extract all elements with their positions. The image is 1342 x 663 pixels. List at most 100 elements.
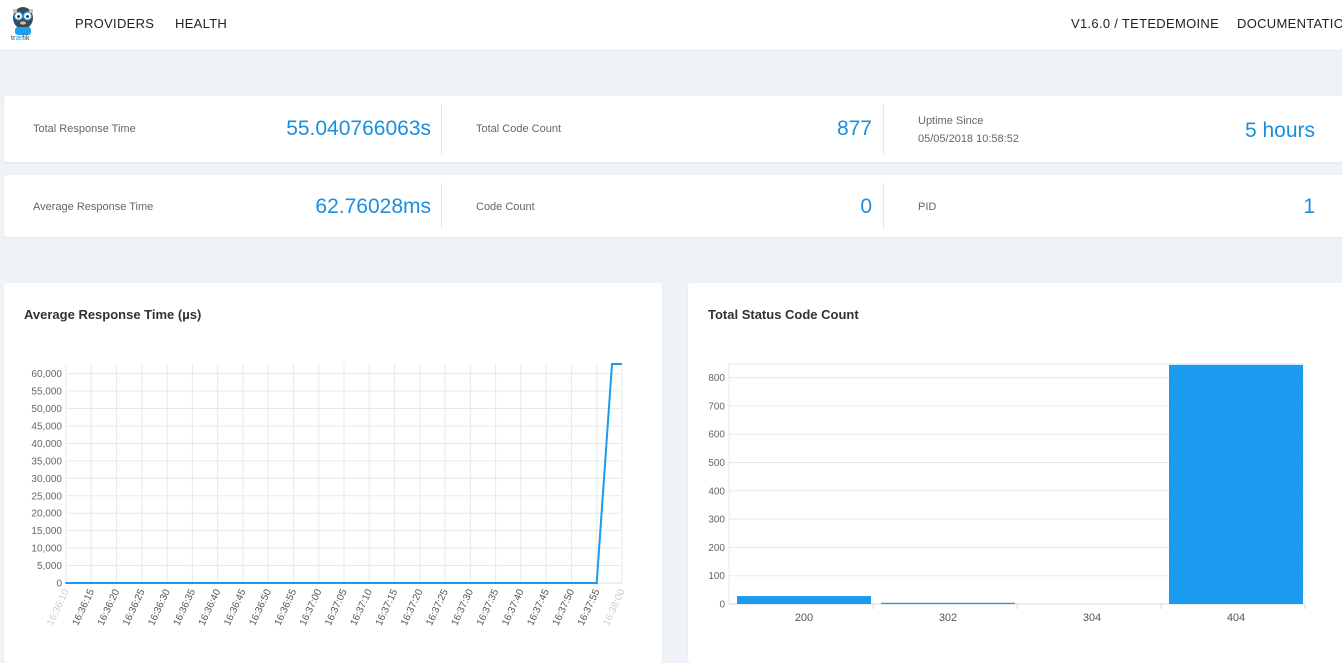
- data-point: [393, 582, 396, 584]
- x-tick-label: 16:36:45: [222, 587, 249, 627]
- y-tick-label: 200: [708, 543, 725, 554]
- y-tick-label: 55,000: [31, 387, 62, 398]
- data-point: [191, 582, 194, 584]
- y-tick-label: 40,000: [31, 439, 62, 450]
- uptime-value: 5 hours: [1244, 119, 1315, 142]
- traefik-logo[interactable]: [9, 4, 37, 46]
- y-tick-label: 35,000: [31, 456, 62, 467]
- uptime-since-date: 05/05/2018 10:58:52: [918, 133, 1019, 145]
- data-point: [520, 582, 522, 584]
- y-tick-label: 800: [708, 373, 725, 384]
- x-tick-label: 16:37:45: [525, 587, 552, 627]
- stat-divider: [441, 183, 442, 229]
- data-point: [292, 582, 295, 584]
- data-point: [545, 582, 548, 584]
- y-tick-label: 100: [708, 571, 725, 582]
- average-response-time-label: Average Response Time: [33, 201, 154, 213]
- status-code-count-panel: Total Status Code Count 0 100 200 300 400 500…: [688, 283, 1342, 663]
- y-tick-label: 400: [708, 486, 725, 497]
- x-tick-label: 304: [1083, 612, 1101, 624]
- x-tick-label: 302: [939, 612, 957, 624]
- x-tick-label: 16:37:10: [349, 587, 376, 627]
- uptime-label: Uptime Since: [918, 115, 984, 127]
- data-point: [570, 582, 573, 584]
- stats-card-row-2: Average Response Time 62.76028ms Code Co…: [4, 175, 1342, 237]
- x-tick-label: 16:36:30: [146, 587, 173, 627]
- data-point: [611, 363, 613, 365]
- nav-documentation[interactable]: DOCUMENTATION: [1237, 16, 1342, 31]
- code-count-value: 0: [860, 195, 872, 218]
- y-tick-label: 5,000: [37, 561, 62, 572]
- y-tick-label: 0: [719, 600, 725, 611]
- x-tick-label: 16:37:40: [500, 587, 527, 627]
- avg-response-series-line: [66, 363, 622, 584]
- bar-404: [1169, 364, 1303, 604]
- y-tick-label: 600: [708, 430, 725, 441]
- y-tick-label: 700: [708, 401, 725, 412]
- top-navbar: træfik PROVIDERS HEALTH V1.6.0 / TETEDEM…: [0, 0, 1342, 51]
- y-tick-label: 300: [708, 515, 725, 526]
- stat-divider: [883, 104, 884, 154]
- bar-302: [881, 602, 1015, 604]
- x-tick-label: 16:37:05: [323, 587, 350, 627]
- data-point: [469, 582, 472, 584]
- data-point: [65, 582, 67, 584]
- avg-response-time-chart: 0 5,000 10,000 15,000 20,000 25,000 30,000 35,0…: [31, 363, 628, 628]
- nav-health[interactable]: HEALTH: [175, 16, 228, 31]
- x-tick-label: 16:37:25: [424, 587, 451, 627]
- data-point: [242, 582, 244, 584]
- average-response-time-value: 62.76028ms: [315, 195, 431, 218]
- x-tick-label: 16:36:15: [71, 587, 98, 627]
- data-point: [444, 582, 446, 584]
- total-response-time-value: 55.040766063s: [286, 117, 431, 140]
- x-tick-label: 16:37:35: [475, 587, 502, 627]
- stat-divider: [883, 183, 884, 229]
- x-tick-label: 16:36:55: [273, 587, 300, 627]
- y-tick-label: 500: [708, 458, 725, 469]
- total-code-count-label: Total Code Count: [476, 123, 561, 135]
- stats-card-row-1: Total Response Time 55.040766063s Total …: [4, 96, 1342, 162]
- data-point: [343, 582, 345, 584]
- x-tick-label: 16:36:40: [197, 587, 224, 627]
- bar-200: [737, 596, 871, 604]
- x-tick-label: 16:37:20: [399, 587, 426, 627]
- x-tick-label: 404: [1227, 612, 1245, 624]
- data-point: [595, 582, 598, 584]
- total-response-time-label: Total Response Time: [33, 123, 136, 135]
- x-tick-label: 200: [795, 612, 813, 624]
- y-tick-label: 30,000: [31, 474, 62, 485]
- logo-wordmark: træfik: [11, 35, 30, 42]
- x-tick-label: 16:36:10: [45, 587, 72, 627]
- x-tick-label: 16:37:55: [576, 587, 603, 627]
- total-code-count-value: 877: [836, 117, 872, 140]
- data-point: [216, 582, 219, 584]
- data-point: [115, 582, 118, 584]
- pid-label: PID: [918, 201, 937, 213]
- data-point: [418, 582, 421, 584]
- x-tick-label: 16:36:25: [121, 587, 148, 627]
- x-tick-label: 16:37:15: [374, 587, 401, 627]
- x-tick-label: 16:37:30: [450, 587, 477, 627]
- nav-providers[interactable]: PROVIDERS: [75, 16, 155, 31]
- x-tick-label: 16:36:50: [247, 587, 274, 627]
- data-point: [90, 582, 93, 584]
- data-point: [368, 582, 371, 584]
- avg-response-time-title: Average Response Time (µs): [24, 307, 202, 322]
- y-tick-label: 50,000: [31, 404, 62, 415]
- x-tick-label: 16:37:50: [551, 587, 578, 627]
- status-code-count-chart: 0 100 200 300 400 500 600 700 800 200 302 304 404: [708, 363, 1306, 624]
- code-count-label: Code Count: [476, 201, 535, 213]
- y-tick-label: 0: [56, 579, 62, 590]
- y-tick-label: 60,000: [31, 369, 62, 380]
- nav-version[interactable]: V1.6.0 / TETEDEMOINE: [1071, 16, 1220, 31]
- x-tick-label: 16:37:00: [298, 587, 325, 627]
- data-point: [317, 582, 320, 584]
- pid-value: 1: [1303, 195, 1315, 218]
- x-tick-label: 16:36:20: [96, 587, 123, 627]
- avg-response-time-panel: Average Response Time (µs) 0 5,000 10,000 1…: [4, 283, 662, 663]
- stat-divider: [441, 104, 442, 154]
- x-tick-label: 16:38:00: [601, 587, 628, 627]
- status-code-count-title: Total Status Code Count: [708, 307, 859, 322]
- data-point: [494, 582, 497, 584]
- data-point: [140, 582, 143, 584]
